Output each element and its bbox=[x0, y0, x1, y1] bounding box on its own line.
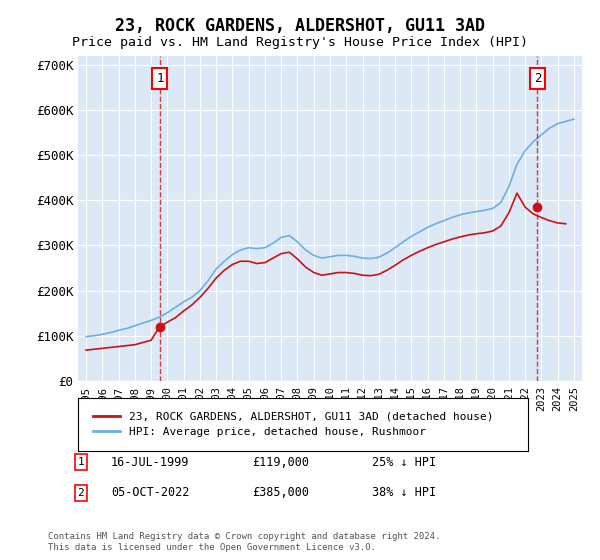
Text: 1: 1 bbox=[77, 457, 85, 467]
Text: 23, ROCK GARDENS, ALDERSHOT, GU11 3AD: 23, ROCK GARDENS, ALDERSHOT, GU11 3AD bbox=[115, 17, 485, 35]
Text: 05-OCT-2022: 05-OCT-2022 bbox=[111, 486, 190, 500]
Text: 38% ↓ HPI: 38% ↓ HPI bbox=[372, 486, 436, 500]
Text: 2: 2 bbox=[77, 488, 85, 498]
Text: 16-JUL-1999: 16-JUL-1999 bbox=[111, 455, 190, 469]
Legend: 23, ROCK GARDENS, ALDERSHOT, GU11 3AD (detached house), HPI: Average price, deta: 23, ROCK GARDENS, ALDERSHOT, GU11 3AD (d… bbox=[88, 407, 498, 441]
Text: 1: 1 bbox=[156, 72, 164, 85]
Text: £385,000: £385,000 bbox=[252, 486, 309, 500]
Text: 2: 2 bbox=[534, 72, 541, 85]
Text: £119,000: £119,000 bbox=[252, 455, 309, 469]
Text: Contains HM Land Registry data © Crown copyright and database right 2024.
This d: Contains HM Land Registry data © Crown c… bbox=[48, 532, 440, 552]
Text: 25% ↓ HPI: 25% ↓ HPI bbox=[372, 455, 436, 469]
Text: Price paid vs. HM Land Registry's House Price Index (HPI): Price paid vs. HM Land Registry's House … bbox=[72, 36, 528, 49]
